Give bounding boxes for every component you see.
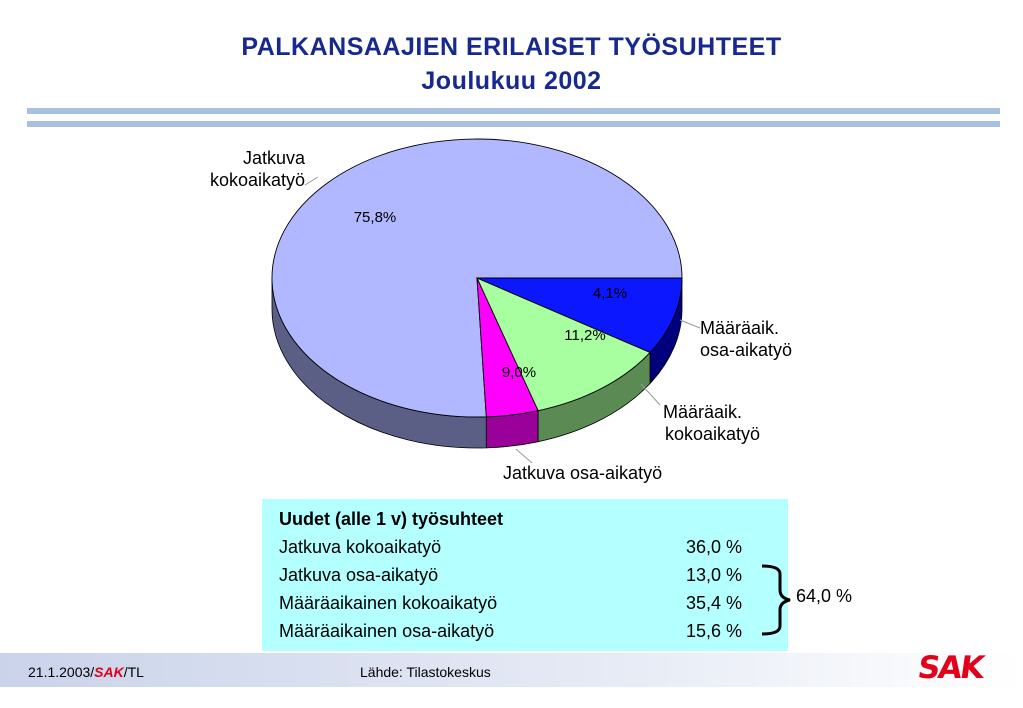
footer-suffix: /TL	[123, 664, 144, 680]
footer: 21.1.2003/SAK/TL Lähde: Tilastokeskus	[0, 653, 1023, 687]
leader-line	[304, 176, 319, 186]
title-line-1: PALKANSAAJIEN ERILAISET TYÖSUHTEET	[241, 33, 782, 61]
title-rule-bottom	[27, 121, 1000, 127]
category-label-line: Määräaik.	[700, 318, 779, 338]
pie-sides	[271, 277, 683, 449]
row-label: Määräaikainen osa-aikatyö	[279, 621, 495, 641]
category-label-line: kokoaikatyö	[210, 170, 305, 190]
title-rule-top	[27, 108, 1000, 114]
row-label: Jatkuva osa-aikatyö	[279, 565, 439, 585]
category-label-line: kokoaikatyö	[665, 424, 760, 444]
table-row: Jatkuva kokoaikatyö 36,0 %	[279, 533, 788, 561]
table-header: Uudet (alle 1 v) työsuhteet	[279, 509, 504, 529]
footer-org: SAK	[94, 664, 124, 680]
table-row: Jatkuva osa-aikatyö 13,0 %	[279, 561, 788, 589]
category-label: Jatkuva osa-aikatyö	[503, 463, 662, 483]
sak-logo: SAK	[915, 650, 985, 686]
footer-source: Lähde: Tilastokeskus	[360, 664, 491, 680]
category-label-line: osa-aikatyö	[700, 340, 792, 360]
slice-value-label: 11,2%	[564, 327, 605, 344]
category-label-line: Jatkuva	[243, 148, 306, 168]
page-title: PALKANSAAJIEN ERILAISET TYÖSUHTEET Joulu…	[0, 30, 1023, 98]
pie-tops	[271, 138, 683, 418]
row-value: 36,0 %	[686, 537, 743, 557]
slice-value-label: 4,1%	[593, 285, 627, 302]
row-value: 35,4 %	[686, 593, 743, 613]
pie-labels: 75,8%4,1%11,2%9,0%JatkuvakokoaikatyöMäär…	[210, 148, 792, 483]
slice-value-label: 9,0%	[502, 364, 536, 381]
leader-line	[515, 448, 533, 464]
bracket-total: 64,0 %	[796, 586, 853, 606]
slice-value-label: 75,8%	[354, 209, 397, 226]
footer-date-text: 21.1.2003/	[28, 664, 95, 680]
category-label: Määräaik.kokoaikatyö	[663, 402, 760, 444]
pie-leaders	[304, 176, 701, 464]
row-value: 15,6 %	[686, 621, 743, 641]
leader-line	[640, 383, 661, 406]
leader-line	[679, 319, 701, 329]
category-label: Määräaik.osa-aikatyö	[700, 318, 792, 360]
curly-bracket	[761, 564, 791, 636]
footer-date: 21.1.2003/SAK/TL	[28, 664, 144, 680]
pie-chart: 75,8%4,1%11,2%9,0%JatkuvakokoaikatyöMäär…	[210, 138, 792, 483]
row-value: 13,0 %	[686, 565, 743, 585]
table-row: Määräaikainen kokoaikatyö 35,4 %	[279, 589, 788, 617]
row-label: Jatkuva kokoaikatyö	[279, 537, 442, 557]
row-label: Määräaikainen kokoaikatyö	[279, 593, 498, 613]
category-label-line: Määräaik.	[663, 402, 742, 422]
title-line-2: Joulukuu 2002	[421, 67, 602, 95]
pie-slice	[476, 277, 651, 412]
category-label-text: Jatkuva osa-aikatyö	[503, 463, 662, 483]
new-employment-table: Uudet (alle 1 v) työsuhteet Jatkuva koko…	[262, 499, 788, 651]
pie-slice	[476, 277, 683, 353]
table-row: Määräaikainen osa-aikatyö 15,6 %	[279, 617, 788, 645]
